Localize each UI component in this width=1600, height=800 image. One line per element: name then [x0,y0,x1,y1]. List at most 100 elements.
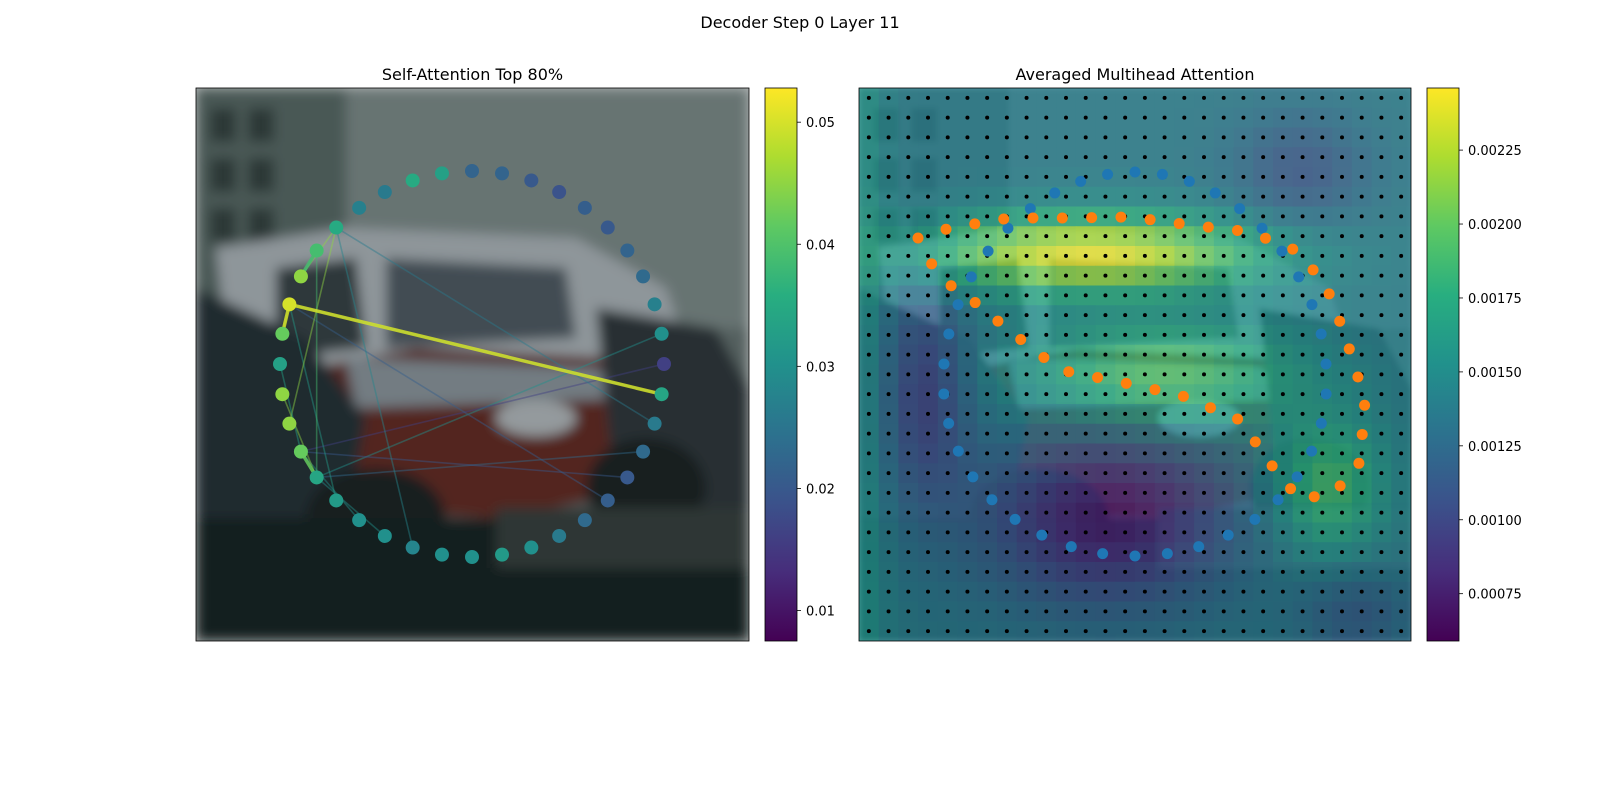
grid-dot [1142,194,1147,199]
attention-edge [316,450,644,479]
right-panel-title: Averaged Multihead Attention [1015,65,1255,84]
grid-dot [1261,214,1266,219]
grid-dot [1024,332,1029,337]
grid-dot [1241,451,1246,456]
grid-dot [1123,234,1128,239]
grid-dot [1340,293,1344,298]
grid-dot [1123,589,1128,594]
query-point [600,220,615,235]
reference-point [1276,245,1288,257]
grid-dot [1044,293,1049,298]
grid-dot [985,629,990,634]
grid-dot [1340,372,1344,377]
query-point [309,470,324,485]
grid-dot [1162,135,1167,140]
grid-dot [985,609,990,614]
grid-dot [1123,550,1128,555]
grid-dot [886,273,891,278]
grid-dot [1162,569,1167,574]
grid-dot [1024,313,1029,318]
grid-dot [985,372,990,377]
grid-dot [1083,194,1088,199]
predicted-point [1308,491,1320,503]
grid-dot [1162,95,1167,100]
grid-dot [1379,253,1384,258]
reference-point [1320,358,1332,370]
grid-dot [906,530,911,535]
reference-point [943,417,955,429]
grid-dot [1024,392,1029,397]
reference-point [1315,417,1327,429]
grid-dot [1162,155,1167,160]
query-point [434,547,449,562]
reference-point [1049,187,1061,199]
grid-dot [1064,253,1068,258]
grid-dot [1221,451,1226,456]
grid-dot [1044,234,1049,239]
grid-dot [1182,194,1187,199]
left-colorbar-tick-label: 0.05 [806,116,835,131]
grid-dot [1241,530,1246,535]
grid-dot [1399,490,1404,495]
grid-dot [1083,253,1088,258]
grid-dot [886,451,891,456]
grid-dot [945,155,950,160]
grid-dot [945,550,950,555]
grid-dot [1123,609,1128,614]
grid-dot [1202,471,1206,476]
grid-dot [906,95,911,100]
grid-dot [1241,95,1246,100]
grid-dot [926,569,930,574]
query-point [329,493,344,508]
grid-dot [1340,550,1344,555]
grid-dot [1142,313,1147,318]
grid-dot [1044,629,1049,634]
grid-dot [1044,451,1049,456]
grid-dot [1044,174,1049,179]
grid-dot [1064,530,1068,535]
grid-dot [926,392,930,397]
grid-dot [1320,609,1325,614]
grid-dot [1162,214,1167,219]
predicted-point [1038,351,1050,363]
grid-dot [945,95,950,100]
grid-dot [1004,411,1009,416]
grid-dot [886,135,891,140]
grid-dot [1083,293,1088,298]
reference-point [1249,513,1261,525]
grid-dot [1083,115,1088,120]
grid-dot [1103,253,1108,258]
grid-dot [1221,471,1226,476]
predicted-point [926,258,938,270]
query-point [377,185,392,200]
grid-dot [926,471,930,476]
grid-dot [1261,451,1266,456]
grid-dot [965,352,970,357]
grid-dot [1004,431,1009,436]
grid-dot [1359,609,1364,614]
grid-dot [965,155,970,160]
grid-dot [906,234,911,239]
predicted-point [1173,218,1185,230]
grid-dot [1300,550,1305,555]
reference-point [1272,494,1284,506]
grid-dot [1024,629,1029,634]
query-point [654,326,669,341]
grid-dot [1202,431,1206,436]
reference-point [1291,471,1303,483]
grid-dot [1340,510,1344,515]
grid-dot [1162,471,1167,476]
grid-dot [866,95,871,100]
grid-dot [1162,431,1167,436]
grid-dot [1123,174,1128,179]
query-point [636,269,651,284]
attention-edge-strong [288,302,663,396]
grid-dot [1359,589,1364,594]
grid-dot [1064,550,1068,555]
grid-dot [1379,451,1384,456]
grid-dot [1044,411,1049,416]
grid-dot [1044,431,1049,436]
grid-dot [1221,214,1226,219]
grid-dot [1004,352,1009,357]
grid-dot [1241,293,1246,298]
